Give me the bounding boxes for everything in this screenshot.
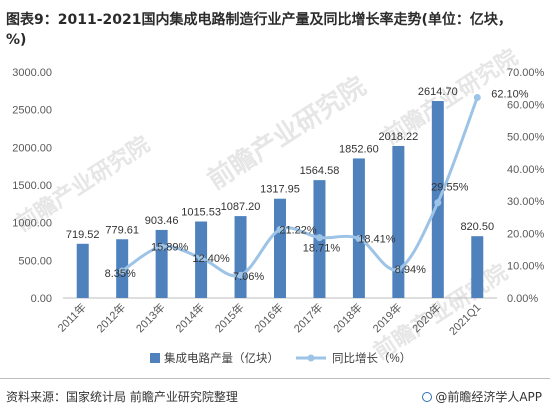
line-value-label: 12.40%	[192, 253, 230, 265]
line-value-label: 8.94%	[395, 264, 426, 276]
line-point	[394, 265, 402, 273]
bar-value-label: 2614.70	[418, 86, 458, 98]
brand-credit: @前瞻经济学人APP	[422, 388, 542, 405]
y-left-tick-label: 3000.00	[12, 67, 52, 79]
line-value-label: 21.22%	[279, 224, 317, 236]
y-right-tick-label: 30.00%	[507, 196, 545, 208]
y-right-tick-label: 20.00%	[507, 228, 545, 240]
brand-logo-icon	[422, 392, 433, 402]
y-right-tick-label: 50.00%	[507, 132, 545, 144]
bar-value-label: 820.50	[460, 221, 494, 233]
line-point	[237, 271, 245, 279]
line-value-label: 8.35%	[105, 268, 136, 280]
legend-bar-swatch	[150, 353, 160, 363]
y-left-tick-label: 2500.00	[12, 105, 52, 117]
brand-credit-text: @前瞻经济学人APP	[435, 390, 542, 404]
y-right-tick-label: 60.00%	[507, 99, 545, 111]
x-tick-label: 2012年	[93, 300, 128, 335]
y-left-tick-label: 500.00	[18, 255, 52, 267]
y-right-tick-label: 0.00%	[507, 293, 538, 305]
bar-value-label: 903.46	[145, 215, 179, 227]
y-right-tick-label: 40.00%	[507, 164, 545, 176]
line-value-label: 15.89%	[151, 242, 189, 254]
bar-value-label: 2018.22	[378, 131, 418, 143]
bar	[155, 229, 168, 298]
line-value-label: 7.06%	[233, 271, 264, 283]
x-tick-label: 2018年	[330, 300, 365, 335]
x-tick-label: 2015年	[212, 300, 247, 335]
y-left-tick-label: 1500.00	[12, 180, 52, 192]
footer: 资料来源：国家统计局 前瞻产业研究院整理 @前瞻经济学人APP	[0, 378, 550, 417]
line-point	[118, 267, 126, 275]
bar	[76, 243, 89, 298]
legend-line-label: 同比增长（%）	[332, 351, 411, 365]
legend-line-marker	[307, 354, 315, 362]
chart-title: 图表9：2011-2021国内集成电路制造行业产量及同比增长率走势(单位：亿块，…	[6, 12, 512, 48]
growth-line	[121, 96, 479, 278]
bar-value-label: 1087.20	[221, 201, 261, 213]
line-value-label: 18.41%	[358, 234, 396, 246]
line-value-label: 62.10%	[491, 89, 529, 101]
y-left-tick-label: 2000.00	[12, 142, 52, 154]
chart: 前瞻产业研究院 前瞻产业研究院 前瞻产业研究院前瞻产业研究院0.00500.0010…	[11, 44, 545, 365]
x-tick-label: 2016年	[251, 300, 286, 335]
line-point	[315, 234, 323, 242]
y-left-tick-label: 0.00	[31, 293, 52, 305]
line-point	[276, 225, 284, 233]
bar	[234, 216, 247, 298]
bar	[352, 158, 365, 298]
line-point	[355, 235, 363, 243]
x-tick-label: 2011年	[54, 300, 88, 334]
y-right-tick-label: 70.00%	[507, 67, 545, 79]
x-tick-label: 2014年	[172, 300, 207, 335]
x-tick-label: 2017年	[291, 300, 326, 335]
y-left-tick-label: 1000.00	[12, 218, 52, 230]
bar	[471, 236, 484, 298]
bar-value-label: 779.61	[105, 224, 139, 236]
line-value-label: 18.71%	[303, 243, 341, 255]
bar-value-label: 1015.53	[181, 206, 221, 218]
line-point	[158, 243, 166, 251]
line-point	[434, 199, 442, 207]
y-right-tick-label: 10.00%	[507, 261, 545, 273]
legend-bar-label: 集成电路产量（亿块）	[164, 351, 279, 365]
source-note: 资料来源：国家统计局 前瞻产业研究院整理	[6, 390, 238, 404]
bar-value-label: 1317.95	[260, 184, 300, 196]
bar	[392, 145, 405, 298]
bar-value-label: 1564.58	[300, 165, 340, 177]
line-point	[197, 254, 205, 262]
watermark-text: 前瞻产业研究院	[202, 71, 372, 196]
line-point	[473, 94, 481, 102]
bar-value-label: 1852.60	[339, 143, 379, 155]
bar-value-label: 719.52	[66, 229, 100, 241]
bar	[274, 198, 286, 298]
line-value-label: 29.55%	[431, 182, 469, 194]
x-tick-label: 2013年	[133, 300, 168, 335]
